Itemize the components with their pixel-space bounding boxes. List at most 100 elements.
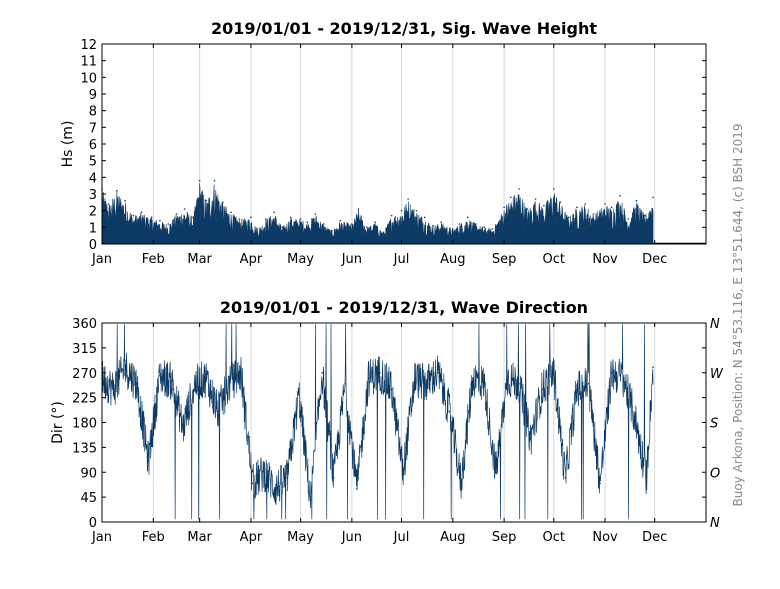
x-tick-label: Jun — [341, 252, 362, 267]
wave-direction-axes-frame — [101, 322, 707, 523]
y-tick-label: 5 — [89, 155, 97, 170]
data-point — [183, 208, 186, 210]
data-point — [466, 216, 469, 219]
y-tick-label: 9 — [89, 88, 97, 103]
data-point — [448, 410, 451, 413]
data-point — [306, 221, 308, 224]
data-point — [592, 213, 595, 215]
data-point — [230, 211, 232, 214]
data-point — [652, 366, 654, 369]
data-point — [124, 199, 126, 202]
data-point — [299, 218, 302, 220]
data-point — [440, 221, 443, 224]
data-point — [509, 196, 512, 199]
data-point — [107, 203, 110, 205]
data-point — [351, 223, 353, 225]
y-tick-label: 45 — [80, 491, 97, 506]
x-tick-label: Aug — [440, 530, 465, 545]
data-point — [619, 194, 621, 197]
data-point — [339, 219, 342, 222]
wave-direction-title: 2019/01/01 - 2019/12/31, Wave Direction — [220, 298, 588, 317]
y-tick-label: 90 — [80, 466, 97, 481]
x-tick-label: Feb — [142, 530, 165, 545]
data-point — [584, 203, 586, 205]
data-point — [576, 206, 578, 209]
data-point — [475, 223, 477, 225]
data-point — [251, 482, 254, 485]
x-tick-label: May — [287, 530, 314, 545]
data-point — [374, 221, 376, 224]
data-point — [365, 226, 368, 229]
data-point — [357, 208, 360, 210]
x-tick-label: Oct — [543, 530, 565, 545]
data-point — [273, 211, 275, 214]
data-point — [543, 204, 545, 207]
data-point — [321, 371, 323, 374]
wave-height-area — [101, 183, 654, 245]
y-tick-label: 3 — [89, 188, 97, 203]
x-tick-label: Nov — [592, 530, 618, 545]
data-point — [205, 199, 208, 202]
data-point — [140, 211, 143, 214]
data-point — [175, 213, 178, 215]
data-point — [400, 209, 403, 212]
compass-tick-label: O — [710, 466, 720, 481]
y-tick-label: 225 — [72, 392, 97, 407]
data-point — [390, 214, 393, 217]
wave-direction-ticks: Jan Feb Mar Apr May Jun Jul Aug Sep Oct Nov Dec 0 45 9… — [72, 317, 724, 545]
x-tick-label: Feb — [142, 252, 165, 267]
data-point — [652, 196, 654, 199]
data-point — [407, 198, 409, 200]
x-tick-label: Dec — [642, 530, 667, 545]
y-tick-label: 1 — [89, 221, 97, 236]
x-tick-label: Jan — [91, 252, 112, 267]
y-tick-label: 4 — [89, 171, 97, 186]
x-tick-label: Aug — [440, 252, 465, 267]
compass-tick-label: N — [710, 516, 720, 531]
x-tick-label: Sep — [492, 252, 517, 267]
data-point — [503, 206, 505, 209]
compass-tick-label: S — [710, 417, 718, 432]
y-tick-label: 2 — [89, 205, 97, 220]
wave-direction-series — [101, 323, 654, 520]
x-tick-label: Dec — [642, 252, 667, 267]
data-point — [213, 179, 216, 182]
data-point — [534, 198, 537, 200]
data-point — [116, 189, 118, 192]
data-point — [610, 206, 613, 209]
data-point — [289, 216, 292, 219]
wave-direction-chart: Jan Feb Mar Apr May Jun Jul Aug Sep Oct Nov Dec 0 45 9… — [50, 298, 724, 545]
x-tick-label: Jan — [91, 530, 112, 545]
y-tick-label: 360 — [72, 317, 97, 332]
y-tick-label: 270 — [72, 367, 97, 382]
y-tick-label: 8 — [89, 105, 97, 120]
data-point — [635, 199, 638, 202]
y-tick-label: 135 — [72, 441, 97, 456]
x-tick-label: Mar — [187, 530, 212, 545]
x-tick-label: Jul — [393, 252, 410, 267]
x-tick-label: Nov — [592, 252, 618, 267]
data-point — [552, 188, 555, 190]
y-tick-label: 0 — [89, 238, 97, 253]
wave-direction-line — [101, 323, 654, 520]
data-point — [627, 218, 630, 220]
x-tick-label: Apr — [240, 530, 263, 545]
wave-height-series — [101, 179, 706, 245]
data-point — [458, 223, 461, 225]
data-point — [238, 218, 241, 220]
data-point — [250, 216, 252, 219]
data-point — [423, 216, 426, 219]
y-tick-label: 0 — [89, 516, 97, 531]
data-point — [256, 228, 259, 230]
compass-tick-label: W — [710, 367, 724, 382]
y-tick-label: 315 — [72, 342, 97, 357]
data-point — [382, 231, 385, 234]
data-point — [432, 224, 434, 227]
wave-height-chart: Jan Feb Mar Apr May Jun Jul Aug Sep Oct Nov Dec 0 12 3… — [60, 19, 707, 267]
data-point — [604, 203, 606, 205]
y-tick-label: 11 — [80, 55, 97, 70]
x-tick-label: Jul — [393, 530, 410, 545]
wave-height-title: 2019/01/01 - 2019/12/31, Sig. Wave Heigh… — [211, 19, 597, 38]
data-point — [491, 228, 494, 230]
